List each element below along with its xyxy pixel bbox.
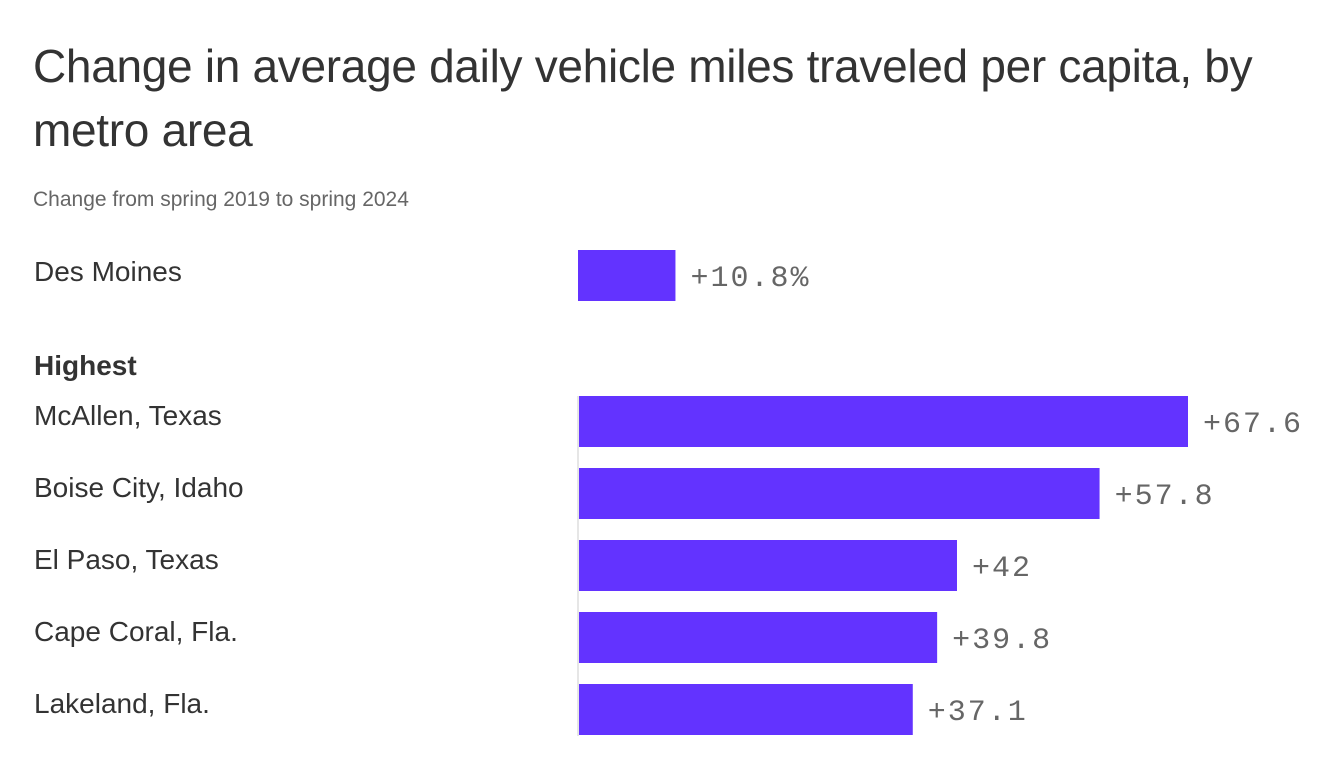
category-label: Lakeland, Fla.: [34, 688, 210, 719]
value-label-0: +67.6: [1203, 408, 1303, 442]
bar-2: [578, 540, 957, 591]
value-label-3: +39.8: [952, 624, 1052, 658]
bar-1: [578, 468, 1100, 519]
category-label: El Paso, Texas: [34, 544, 219, 575]
value-label-2: +42: [972, 552, 1032, 586]
value-label-highlight: +10.8%: [690, 262, 810, 296]
chart-subtitle: Change from spring 2019 to spring 2024: [33, 188, 409, 211]
chart-title: Change in average daily vehicle miles tr…: [33, 40, 1253, 156]
category-label: McAllen, Texas: [34, 400, 222, 431]
bar-0: [578, 396, 1188, 447]
value-label-1: +57.8: [1115, 480, 1215, 514]
bar-highlight: [578, 250, 676, 301]
value-label-4: +37.1: [928, 696, 1028, 730]
bar-4: [578, 684, 913, 735]
category-label: Boise City, Idaho: [34, 472, 244, 503]
highlight-category-label: Des Moines: [34, 256, 182, 287]
category-label: Cape Coral, Fla.: [34, 616, 238, 647]
group-label-highest: Highest: [34, 350, 137, 381]
bar-3: [578, 612, 938, 663]
